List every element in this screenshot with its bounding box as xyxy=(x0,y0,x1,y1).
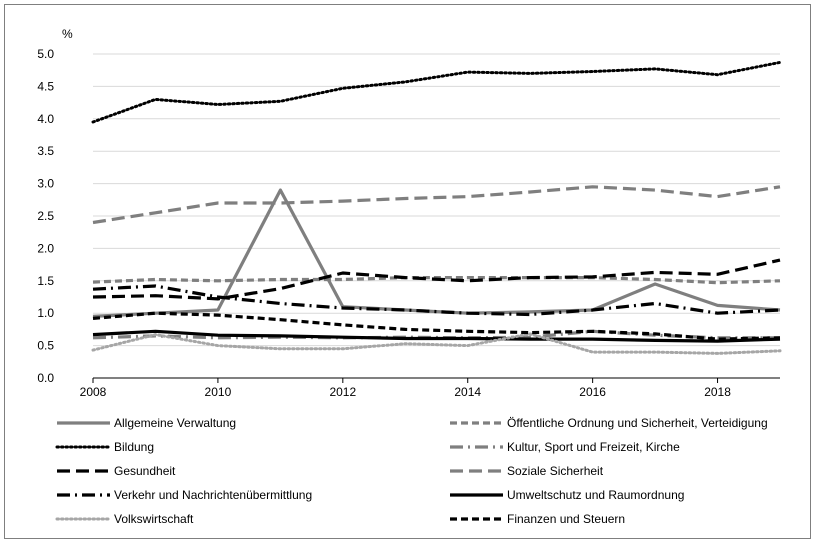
series-line-5 xyxy=(92,258,781,301)
x-tick-label: 2010 xyxy=(205,385,232,399)
y-tick-label: 4.5 xyxy=(37,79,54,93)
y-tick-labels: 0.0 0.5 1.0 1.5 2.0 2.5 3.0 3.5 4.0 4.5 5.0 xyxy=(37,47,54,385)
y-tick-label: 5.0 xyxy=(37,47,54,61)
y-tick-label: 2.5 xyxy=(37,209,54,223)
y-tick-label: 3.5 xyxy=(37,144,54,158)
x-tick-label: 2014 xyxy=(454,385,481,399)
y-tick-label: 3.0 xyxy=(37,177,54,191)
y-tick-label: 0.5 xyxy=(37,339,54,353)
legend-label-5: Gesundheit xyxy=(114,464,176,478)
legend-label-6: Soziale Sicherheit xyxy=(507,464,604,478)
x-tick-labels: 2008 2010 2012 2014 2016 2018 xyxy=(80,378,731,399)
y-tick-label: 2.0 xyxy=(37,241,54,255)
series-line-3 xyxy=(91,60,782,124)
legend-label-3: Bildung xyxy=(114,440,154,454)
series-line-1 xyxy=(92,188,781,318)
legend-label-8: Umweltschutz und Raumordnung xyxy=(507,488,684,502)
x-tick-label: 2012 xyxy=(329,385,356,399)
x-tick-label: 2008 xyxy=(80,385,107,399)
legend-label-4: Kultur, Sport und Freizeit, Kirche xyxy=(507,440,680,454)
legend-label-10: Finanzen und Steuern xyxy=(507,512,625,526)
y-tick-label: 0.0 xyxy=(37,371,54,385)
series-line-6 xyxy=(92,185,781,225)
chart-frame xyxy=(4,4,811,539)
series-line-8 xyxy=(92,329,781,343)
y-axis-label: % xyxy=(62,27,73,41)
series-line-9 xyxy=(91,332,782,355)
legend-label-1: Allgemeine Verwaltung xyxy=(114,416,236,430)
y-tick-label: 4.0 xyxy=(37,112,54,126)
y-tick-label: 1.0 xyxy=(37,306,54,320)
legend: Allgemeine Verwaltung Öffentliche Ordnung… xyxy=(55,416,768,526)
x-tick-label: 2016 xyxy=(579,385,606,399)
y-tick-label: 1.5 xyxy=(37,274,54,288)
legend-label-9: Volkswirtschaft xyxy=(114,512,194,526)
series-lines xyxy=(91,60,782,355)
series-line-10 xyxy=(92,311,781,341)
legend-label-7: Verkehr und Nachrichtenübermittlung xyxy=(114,488,312,502)
x-tick-label: 2018 xyxy=(704,385,731,399)
grid xyxy=(93,53,780,347)
legend-label-2: Öffentliche Ordnung und Sicherheit, Vert… xyxy=(507,416,768,430)
